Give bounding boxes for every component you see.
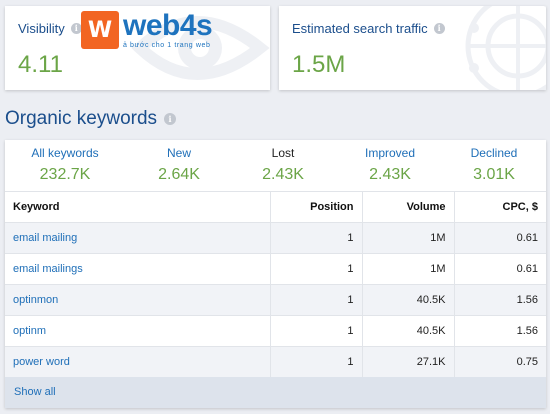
table-header-row: Keyword Position Volume CPC, $: [5, 191, 546, 223]
show-all-link[interactable]: Show all: [5, 377, 546, 408]
logo-mark: W: [81, 11, 119, 49]
stat-improved[interactable]: Improved 2.43K: [352, 146, 428, 184]
cpc-cell: 1.56: [454, 315, 546, 347]
volume-cell: 27.1K: [362, 346, 455, 378]
stat-label: Declined: [470, 146, 518, 160]
col-position-header[interactable]: Position: [270, 191, 363, 223]
keywords-panel: All keywords 232.7K New 2.64K Lost 2.43K…: [5, 140, 546, 408]
table-row: optinmon 1 40.5K 1.56: [5, 284, 546, 316]
stat-value: 2.64K: [158, 166, 200, 183]
web4s-logo: W web4s ả bước cho 1 trang web: [81, 9, 213, 49]
stat-label: New: [166, 146, 191, 160]
stat-lost[interactable]: Lost 2.43K: [245, 146, 321, 184]
stat-value: 232.7K: [39, 166, 91, 183]
cpc-cell: 0.75: [454, 346, 546, 378]
volume-cell: 40.5K: [362, 284, 455, 316]
position-cell: 1: [270, 284, 363, 316]
cpc-cell: 0.61: [454, 253, 546, 285]
volume-cell: 1M: [362, 222, 455, 254]
position-cell: 1: [270, 346, 363, 378]
visibility-value: 4.11: [18, 51, 63, 78]
keyword-link[interactable]: power word: [5, 346, 271, 378]
stat-label: All keywords: [31, 146, 99, 160]
stat-label: Improved: [364, 146, 416, 160]
visibility-title: Visibility: [18, 21, 65, 36]
stat-value: 2.43K: [369, 166, 411, 183]
position-cell: 1: [270, 253, 363, 285]
keyword-link[interactable]: optinmon: [5, 284, 271, 316]
info-icon[interactable]: i: [433, 23, 445, 34]
logo-word: web4s: [123, 9, 213, 42]
position-cell: 1: [270, 222, 363, 254]
eye-icon: [131, 16, 270, 80]
logo-tagline: ả bước cho 1 trang web: [123, 42, 211, 49]
traffic-title: Estimated search traffic: [292, 21, 428, 36]
target-icon: [465, 6, 546, 90]
cpc-cell: 0.61: [454, 222, 546, 254]
table-row: email mailings 1 1M 0.61: [5, 253, 546, 285]
col-keyword-header[interactable]: Keyword: [5, 191, 271, 223]
table-row: email mailing 1 1M 0.61: [5, 222, 546, 254]
keyword-link[interactable]: optinm: [5, 315, 271, 347]
keywords-table: Keyword Position Volume CPC, $ email mai…: [5, 191, 546, 378]
keyword-stats: All keywords 232.7K New 2.64K Lost 2.43K…: [5, 140, 546, 192]
position-cell: 1: [270, 315, 363, 347]
visibility-card: Visibility i 4.11: [5, 6, 270, 90]
keyword-link[interactable]: email mailings: [5, 253, 271, 285]
volume-cell: 1M: [362, 253, 455, 285]
stat-label: Lost: [271, 146, 295, 160]
volume-cell: 40.5K: [362, 315, 455, 347]
organic-keywords-title: Organic keywords i: [5, 108, 177, 130]
cpc-cell: 1.56: [454, 284, 546, 316]
stat-value: 2.43K: [262, 166, 304, 183]
traffic-card: Estimated search traffic i 1.5M: [279, 6, 546, 90]
traffic-value: 1.5M: [292, 51, 346, 78]
stat-declined[interactable]: Declined 3.01K: [456, 146, 532, 184]
stat-all[interactable]: All keywords 232.7K: [17, 146, 113, 184]
col-volume-header[interactable]: Volume: [362, 191, 455, 223]
table-row: optinm 1 40.5K 1.56: [5, 315, 546, 347]
info-icon[interactable]: i: [164, 113, 177, 125]
keyword-link[interactable]: email mailing: [5, 222, 271, 254]
table-row: power word 1 27.1K 0.75: [5, 346, 546, 378]
stat-new[interactable]: New 2.64K: [141, 146, 217, 184]
stat-value: 3.01K: [473, 166, 515, 183]
section-heading: Organic keywords: [5, 108, 158, 129]
col-cpc-header[interactable]: CPC, $: [454, 191, 546, 223]
info-icon[interactable]: i: [70, 23, 82, 34]
